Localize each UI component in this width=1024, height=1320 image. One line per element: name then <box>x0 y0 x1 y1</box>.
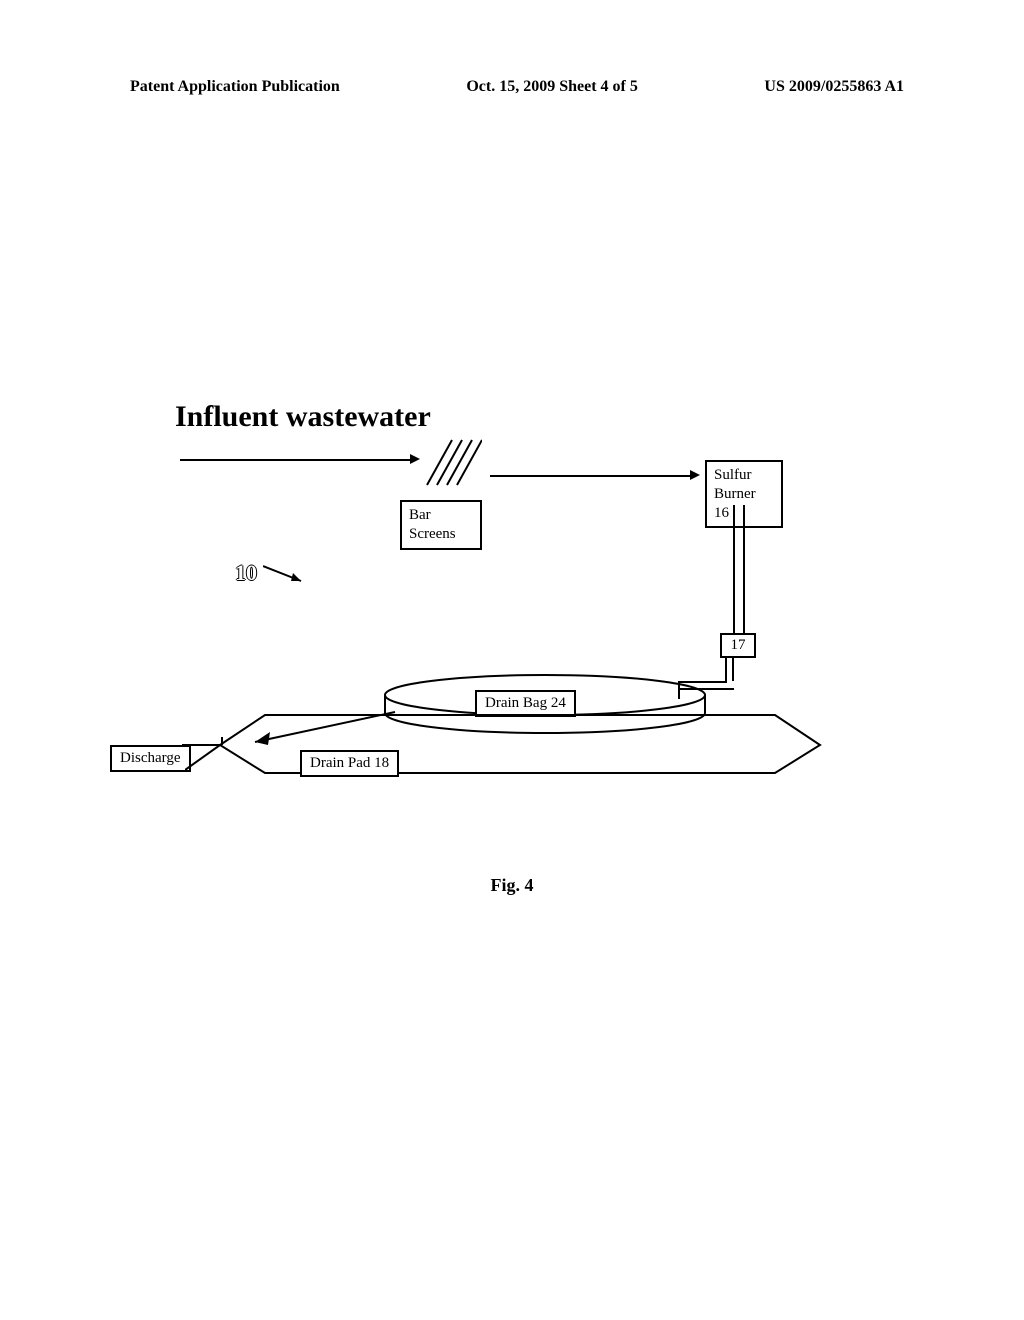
ref-10: 10 <box>235 560 257 586</box>
arrow-to-burner-head <box>690 470 700 480</box>
pipe-17-down-r <box>732 657 734 681</box>
pipe-left <box>733 505 735 633</box>
figure-caption: Fig. 4 <box>0 875 1024 896</box>
bar-screens-icon <box>422 435 482 495</box>
arrow-influent <box>180 459 410 461</box>
ref-17-box: 17 <box>720 633 756 658</box>
discharge-box: Discharge <box>110 745 191 772</box>
arrow-to-burner <box>490 475 690 477</box>
arrow-influent-head <box>410 454 420 464</box>
bar-screens-box: Bar Screens <box>400 500 482 550</box>
drain-pad-box: Drain Pad 18 <box>300 750 399 777</box>
pipe-right <box>743 505 745 633</box>
process-diagram: Sulfur Burner 16 Bar Screens 10 17 Drain… <box>120 445 880 845</box>
arrow-bag-to-left <box>240 707 400 747</box>
header-right: US 2009/0255863 A1 <box>764 78 904 96</box>
header-center: Oct. 15, 2009 Sheet 4 of 5 <box>466 78 638 96</box>
discharge-diagonal <box>185 745 245 785</box>
page-header: Patent Application Publication Oct. 15, … <box>0 78 1024 96</box>
diagram-title: Influent wastewater <box>175 400 431 434</box>
ref-10-leader <box>263 563 313 588</box>
pipe-17-down-l <box>725 657 727 681</box>
header-left: Patent Application Publication <box>130 78 340 96</box>
